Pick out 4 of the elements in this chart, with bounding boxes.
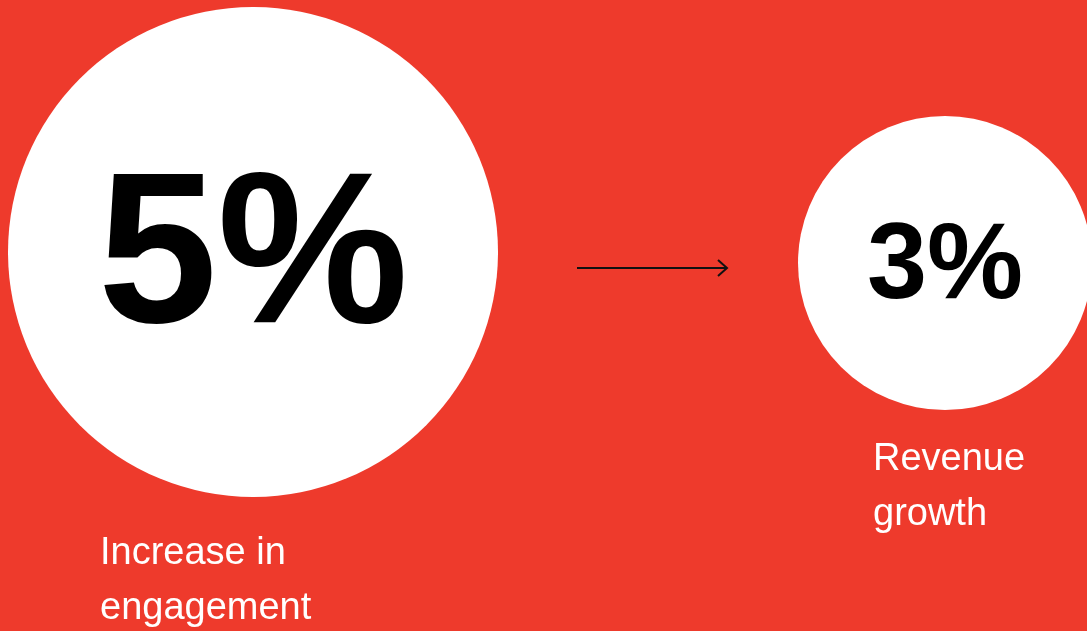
data-label: 5% (97, 127, 409, 369)
category-label: Revenue growth (873, 435, 1027, 535)
category-label: Increase in engagement (100, 529, 313, 629)
data-label: 3% (866, 200, 1024, 322)
